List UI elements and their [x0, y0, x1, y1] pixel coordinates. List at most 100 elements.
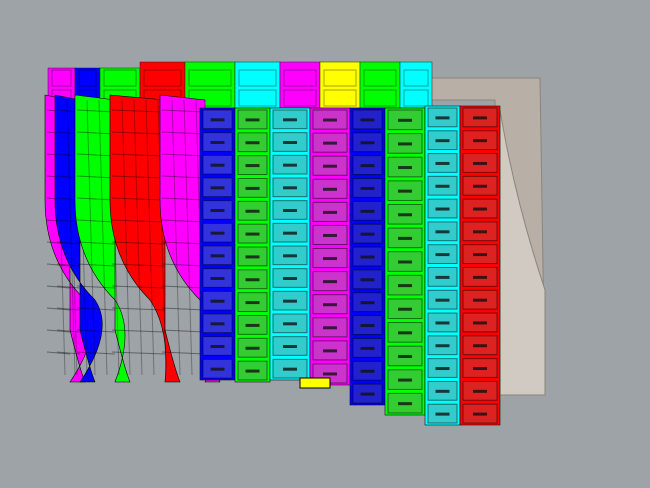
side-panel-seam: [76, 131, 116, 135]
panel-label-mark: [245, 346, 260, 350]
panel-label-mark: [398, 118, 412, 122]
side-panel-seam: [161, 131, 206, 135]
panel-label-mark: [323, 210, 337, 214]
panel-label-mark: [323, 257, 337, 261]
panel-label-mark: [473, 344, 487, 348]
side-panel-seam: [56, 307, 81, 311]
side-panel-seam: [46, 307, 71, 311]
side-panel-seam: [111, 219, 166, 223]
back-strip-9: [399, 61, 433, 109]
panel-label-mark: [398, 402, 412, 406]
panel-label-mark: [323, 326, 337, 330]
panel-label-mark: [283, 209, 297, 212]
panel-label-mark: [435, 184, 450, 188]
side-panel-seam: [76, 285, 116, 289]
side-panel-seam: [161, 109, 206, 113]
panel-label-mark: [435, 344, 450, 348]
panel-label-mark: [398, 378, 412, 382]
panel-label-mark: [398, 331, 412, 335]
panel-label-mark: [323, 280, 337, 284]
panel-label-mark: [245, 255, 260, 259]
panel-label-mark: [398, 260, 412, 264]
side-panel-seam: [76, 153, 116, 157]
panel-label-mark: [283, 277, 297, 280]
side-panel-seam: [133, 99, 143, 376]
panel-label-mark: [283, 186, 297, 190]
side-panel-seam: [76, 219, 116, 223]
panel-label-mark: [398, 189, 412, 193]
panel-label-mark: [435, 139, 450, 143]
panel-label-mark: [398, 213, 412, 217]
back-panel: [323, 69, 357, 87]
panel-label-mark: [283, 322, 297, 326]
panel-label-mark: [245, 323, 260, 327]
stern-fairing: [499, 109, 546, 396]
panel-label-mark: [323, 164, 337, 168]
bottom-yellow-panel: [299, 377, 331, 389]
panel-label-mark: [435, 275, 450, 279]
panel-label-mark: [210, 299, 225, 303]
side-panel-seam: [161, 153, 206, 157]
panel-label-mark: [283, 118, 297, 122]
back-panel: [363, 69, 397, 87]
panel-label-mark: [245, 164, 260, 168]
panel-label-mark: [245, 301, 260, 305]
panel-label-mark: [473, 184, 487, 188]
panel-label-mark: [435, 116, 450, 120]
panel-label-mark: [473, 321, 487, 325]
panel-label-mark: [323, 303, 337, 307]
side-panel-seam: [161, 351, 206, 355]
panel-label-mark: [473, 367, 487, 371]
panel-label-mark: [360, 346, 375, 350]
panel-label-mark: [473, 161, 487, 165]
side-panel-seam: [76, 263, 116, 267]
side-panel-seam: [98, 99, 108, 376]
side-panel-seam: [46, 329, 71, 333]
panel-label-mark: [435, 207, 450, 211]
side-panel-seam: [46, 285, 71, 289]
side-panel-seam: [46, 263, 71, 267]
back-panel: [103, 69, 137, 87]
panel-label-mark: [473, 253, 487, 257]
side-panel-seam: [161, 175, 206, 179]
panel-label-mark: [435, 389, 450, 393]
side-panel-seam: [161, 197, 206, 201]
side-panel-seam: [161, 329, 206, 333]
side-panel-seam: [76, 109, 116, 113]
back-strip-7: [319, 61, 361, 109]
side-panel-seam: [111, 109, 166, 113]
panel-label-mark: [323, 349, 337, 353]
panel-label-mark: [360, 141, 375, 145]
panel-label-mark: [210, 254, 225, 258]
panel-label-mark: [360, 301, 375, 305]
panel-label-mark: [360, 232, 375, 236]
side-panel-seam: [66, 99, 76, 376]
panel-label-mark: [360, 392, 375, 396]
panel-label-mark: [245, 369, 260, 373]
panel-label-mark: [473, 389, 487, 393]
panel-label-mark: [245, 209, 260, 213]
side-panel-seam: [111, 307, 166, 311]
panel-label-mark: [283, 299, 297, 303]
panel-label-mark: [245, 118, 260, 122]
panel-label-mark: [360, 255, 375, 259]
side-panel-seam: [161, 263, 206, 267]
back-panel: [283, 89, 317, 107]
panel-label-mark: [323, 118, 337, 122]
panel-label-mark: [435, 161, 450, 165]
side-panel-seam: [76, 329, 116, 333]
side-panel-seam: [121, 99, 131, 376]
side-panel-seam: [56, 329, 81, 333]
panel-label-mark: [360, 369, 375, 373]
back-panel: [403, 89, 429, 107]
back-panel: [238, 89, 277, 107]
side-panel-seam: [111, 131, 166, 135]
panel-label-mark: [210, 141, 225, 144]
back-panel: [323, 89, 357, 107]
panel-label-mark: [323, 372, 337, 376]
back-panel: [78, 69, 97, 87]
panel-label-mark: [398, 354, 412, 358]
side-panel-seam: [111, 329, 166, 333]
